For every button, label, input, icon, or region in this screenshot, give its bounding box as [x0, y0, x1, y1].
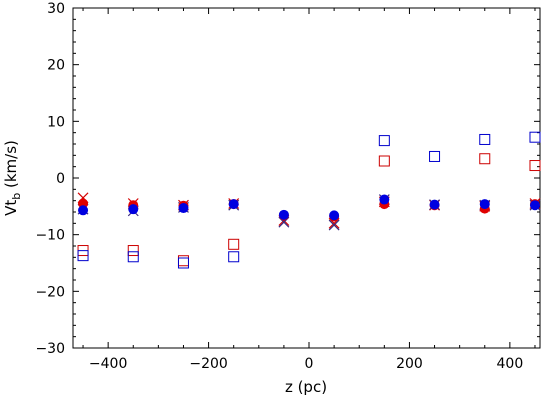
y-axis-label: Vtb (km/s)	[2, 140, 23, 216]
x-tick-label: 400	[497, 356, 524, 372]
square-point	[77, 250, 89, 262]
y-axis-label-subscript: b	[10, 193, 23, 200]
y-tick-label: 10	[47, 114, 65, 130]
x-axis-label: z (pc)	[285, 378, 327, 396]
square-point	[479, 133, 491, 145]
square-point	[479, 153, 491, 165]
y-tick-label: 0	[56, 171, 65, 187]
circle-point	[479, 199, 490, 210]
x-tick-label: −200	[189, 356, 227, 372]
y-tick-label: 30	[47, 1, 65, 17]
square-point	[228, 251, 240, 263]
circle-point	[228, 199, 239, 210]
square-point	[177, 257, 189, 269]
square-point	[378, 155, 390, 167]
x-tick-label: 200	[396, 356, 423, 372]
y-axis-label-unit: (km/s)	[2, 140, 20, 193]
square-point	[378, 135, 390, 147]
y-axis-label-main: Vt	[2, 200, 20, 216]
circle-point	[178, 203, 189, 214]
y-tick-label: −10	[35, 228, 65, 244]
x-tick-label: −400	[89, 356, 127, 372]
cross-point	[328, 219, 340, 231]
square-point	[529, 160, 541, 172]
plot-area-frame	[72, 7, 541, 349]
circle-point	[78, 205, 89, 216]
circle-point	[529, 200, 540, 211]
y-tick-label: −20	[35, 284, 65, 300]
circle-point	[329, 210, 340, 221]
y-tick-label: −30	[35, 341, 65, 357]
axis-ticks: −400 −200 0 200 400 −30 −20 −10 0 10 20 30	[35, 1, 540, 372]
circle-point	[379, 194, 390, 205]
square-point	[529, 131, 541, 143]
circle-point	[278, 209, 289, 220]
square-point	[127, 245, 139, 257]
x-tick-label: 0	[305, 356, 314, 372]
square-point	[228, 238, 240, 250]
data-points	[77, 131, 541, 269]
square-point	[177, 255, 189, 267]
y-tick-label: 20	[47, 58, 65, 74]
square-point	[429, 150, 441, 162]
square-point	[127, 251, 139, 263]
circle-point	[429, 199, 440, 210]
cross-stroke	[328, 219, 340, 231]
circle-point	[128, 204, 139, 215]
